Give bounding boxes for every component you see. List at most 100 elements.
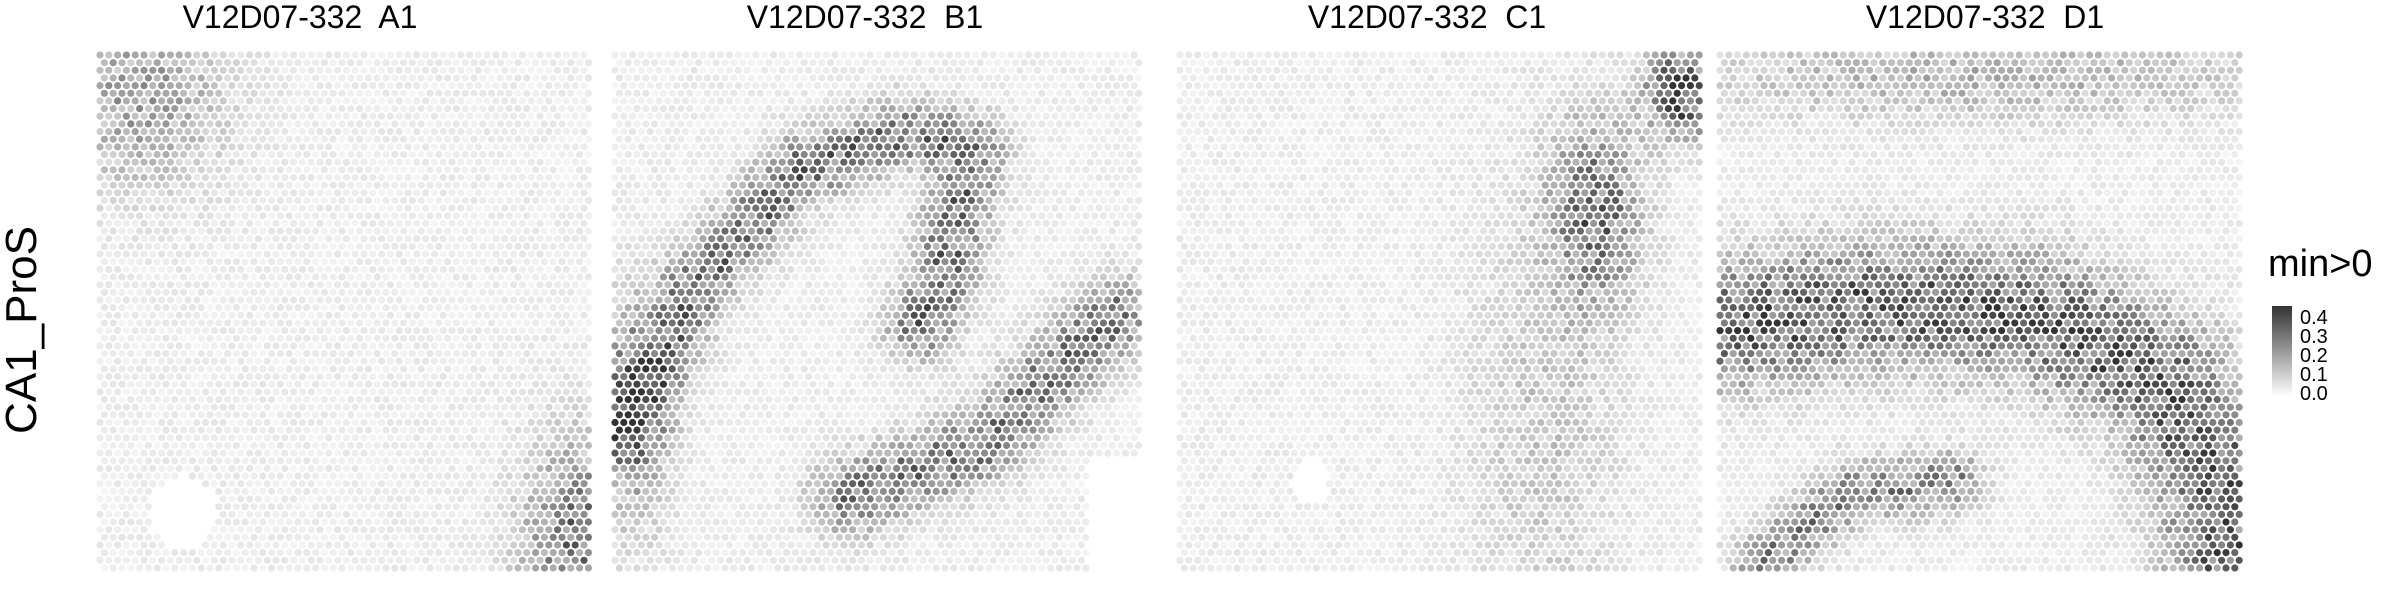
spot [127,518,135,526]
spot [562,66,571,74]
spot [488,227,496,235]
spot [567,59,575,67]
spot [360,250,368,258]
spot [474,495,482,503]
spot [439,541,447,549]
spot [457,526,465,534]
spot [193,204,201,212]
spot [400,304,408,312]
spot [620,112,628,120]
spot [717,112,725,120]
spot [444,166,452,174]
spot [118,365,126,373]
spot [109,74,117,82]
spot [259,166,267,174]
spot [369,235,377,243]
spot [426,564,434,572]
spot [1077,189,1085,197]
spot [202,173,210,182]
spot [959,181,967,189]
spot [122,495,130,503]
spot [303,518,311,526]
spot [686,105,694,113]
spot [545,327,553,335]
spot [1130,158,1138,166]
spot [188,74,196,82]
spot [879,59,888,67]
spot [910,112,918,120]
spot [197,258,205,266]
spot [263,357,271,365]
spot [562,281,571,289]
spot [444,380,452,388]
spot [1095,189,1103,197]
spot [369,51,377,59]
spot [664,173,672,182]
spot [334,388,342,396]
spot [276,273,284,281]
spot [144,334,152,342]
spot [334,296,342,304]
spot [122,265,130,273]
spot [496,487,504,495]
spot [369,526,377,534]
spot [461,426,469,434]
spot [932,166,940,174]
spot [109,533,117,541]
spot [501,434,509,442]
spot [184,204,192,212]
spot [941,89,949,97]
spot [1086,158,1094,166]
spot [466,112,474,120]
spot [536,158,544,166]
spot [554,281,562,289]
spot [162,441,170,450]
spot [246,388,254,396]
spot [483,388,491,396]
spot [246,434,254,442]
spot [184,464,192,472]
spot [941,74,949,82]
spot [470,564,478,572]
spot [483,418,491,427]
spot [325,158,333,166]
spot [505,120,513,128]
spot [545,541,553,549]
spot [452,135,460,143]
spot [545,311,553,319]
spot [470,503,478,511]
spot [404,281,412,289]
spot [444,503,452,511]
spot [725,158,734,166]
spot [202,327,210,335]
spot [474,143,482,151]
spot [246,158,254,166]
spot [461,150,469,159]
spot [435,487,443,495]
spot [479,503,487,511]
spot [210,480,218,488]
spot [1077,128,1085,136]
spot [386,143,394,151]
spot [303,487,311,495]
spot [149,464,157,472]
spot [862,196,870,205]
spot [699,128,707,136]
spot [448,434,456,442]
spot [400,365,408,373]
spot [611,82,619,90]
spot [334,311,342,319]
spot [316,51,324,59]
spot [281,219,289,227]
spot [818,196,826,205]
spot [1073,135,1081,143]
spot [466,510,474,518]
spot [448,173,456,182]
spot [175,189,183,197]
spot [417,105,425,113]
spot [439,357,447,365]
spot [1121,66,1129,74]
spot [584,242,593,250]
spot [118,518,126,526]
spot [391,288,399,296]
